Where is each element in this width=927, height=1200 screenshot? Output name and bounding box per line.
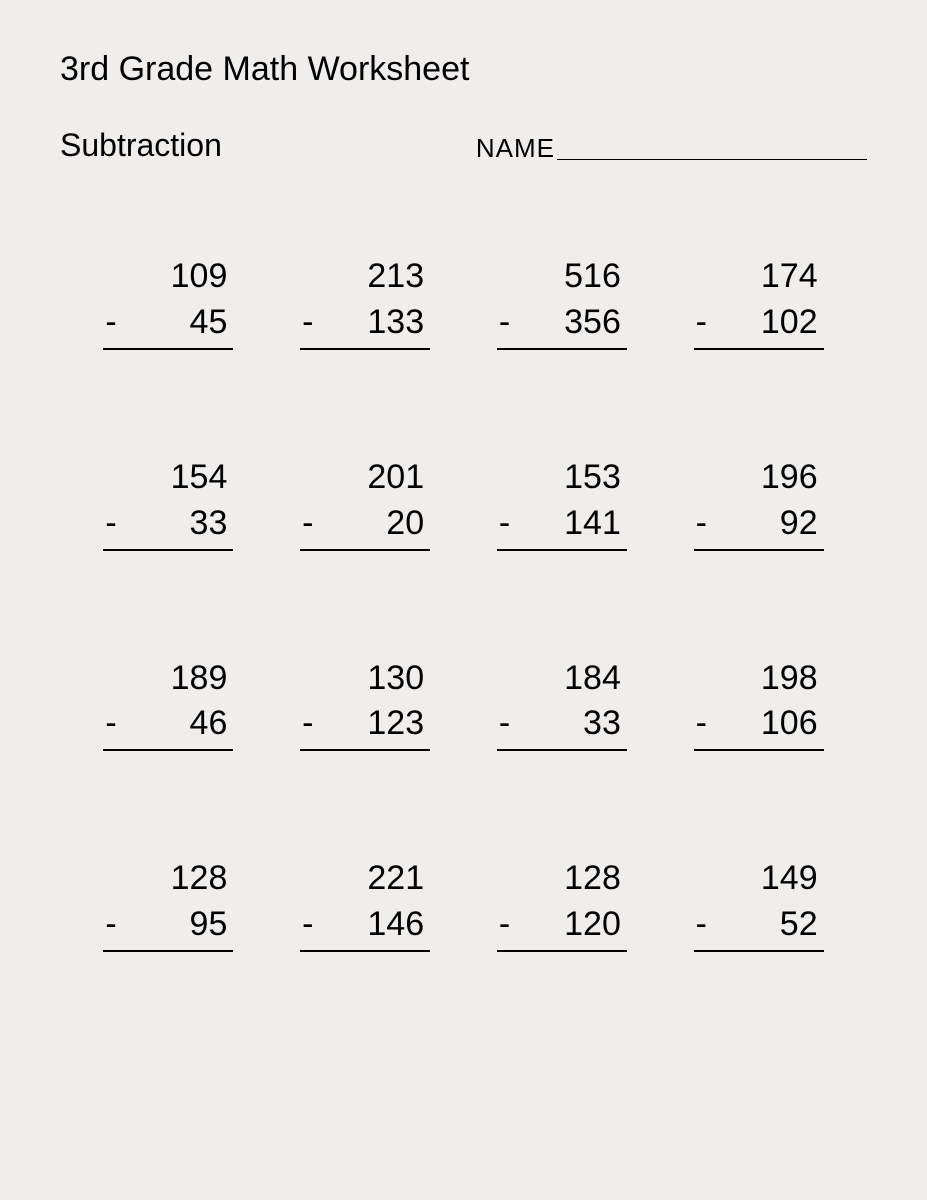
minus-operator: - [694, 501, 707, 547]
subtraction-problem: 128- 120 [497, 856, 627, 952]
subtraction-problem: 201- 20 [300, 455, 430, 551]
subtraction-problem: 153- 141 [497, 455, 627, 551]
subtrahend-row: - 46 [103, 701, 233, 751]
name-label: NAME [476, 133, 555, 164]
subtraction-problem: 128- 95 [103, 856, 233, 952]
minus-operator: - [694, 902, 707, 948]
subtraction-problem: 198- 106 [694, 656, 824, 752]
subtrahend: 46 [190, 701, 228, 747]
subtrahend-row: - 52 [694, 902, 824, 952]
minus-operator: - [300, 701, 313, 747]
minuend: 184 [497, 656, 627, 702]
minuend: 149 [694, 856, 824, 902]
minus-operator: - [497, 701, 510, 747]
subtrahend-row: - 92 [694, 501, 824, 551]
subtrahend-row: - 45 [103, 300, 233, 350]
minuend: 196 [694, 455, 824, 501]
minuend: 154 [103, 455, 233, 501]
subtraction-problem: 149- 52 [694, 856, 824, 952]
minus-operator: - [103, 300, 116, 346]
minuend: 130 [300, 656, 430, 702]
problems-grid: 109-45213-133516-356174-102154-33201-201… [60, 254, 867, 952]
subtrahend: 123 [367, 701, 424, 747]
subtraction-problem: 213- 133 [300, 254, 430, 350]
subheader-row: Subtraction NAME [60, 127, 867, 164]
subtrahend-row: - 102 [694, 300, 824, 350]
subtraction-problem: 154- 33 [103, 455, 233, 551]
subtrahend: 133 [367, 300, 424, 346]
subtrahend: 45 [190, 300, 228, 346]
minus-operator: - [497, 902, 510, 948]
minuend: 189 [103, 656, 233, 702]
subtraction-problem: 109- 45 [103, 254, 233, 350]
minuend: 201 [300, 455, 430, 501]
subtraction-problem: 189- 46 [103, 656, 233, 752]
subtrahend-row: - 123 [300, 701, 430, 751]
subtraction-problem: 516- 356 [497, 254, 627, 350]
subtrahend: 95 [190, 902, 228, 948]
name-section: NAME [476, 133, 867, 164]
minuend: 128 [103, 856, 233, 902]
subtrahend-row: - 133 [300, 300, 430, 350]
subtrahend-row: - 33 [103, 501, 233, 551]
minuend: 109 [103, 254, 233, 300]
subtrahend-row: - 106 [694, 701, 824, 751]
subtrahend: 146 [367, 902, 424, 948]
minus-operator: - [103, 902, 116, 948]
subtrahend: 92 [780, 501, 818, 547]
subtrahend-row: - 141 [497, 501, 627, 551]
worksheet-title: 3rd Grade Math Worksheet [60, 50, 867, 89]
minus-operator: - [103, 501, 116, 547]
subtrahend: 106 [761, 701, 818, 747]
subtrahend-row: - 33 [497, 701, 627, 751]
subtrahend-row: - 146 [300, 902, 430, 952]
worksheet-subtitle: Subtraction [60, 127, 222, 164]
name-input-line[interactable] [557, 159, 867, 160]
minus-operator: - [103, 701, 116, 747]
subtrahend: 33 [190, 501, 228, 547]
minuend: 174 [694, 254, 824, 300]
subtrahend: 33 [583, 701, 621, 747]
subtrahend: 20 [386, 501, 424, 547]
minus-operator: - [497, 300, 510, 346]
minus-operator: - [694, 300, 707, 346]
minuend: 516 [497, 254, 627, 300]
subtrahend: 52 [780, 902, 818, 948]
subtrahend-row: - 120 [497, 902, 627, 952]
subtrahend-row: - 20 [300, 501, 430, 551]
minuend: 221 [300, 856, 430, 902]
subtrahend: 102 [761, 300, 818, 346]
minus-operator: - [300, 300, 313, 346]
subtraction-problem: 184- 33 [497, 656, 627, 752]
minuend: 198 [694, 656, 824, 702]
minus-operator: - [300, 501, 313, 547]
minus-operator: - [300, 902, 313, 948]
subtrahend-row: - 95 [103, 902, 233, 952]
subtrahend: 141 [564, 501, 621, 547]
subtrahend: 356 [564, 300, 621, 346]
subtraction-problem: 174- 102 [694, 254, 824, 350]
minus-operator: - [497, 501, 510, 547]
subtrahend: 120 [564, 902, 621, 948]
subtraction-problem: 221- 146 [300, 856, 430, 952]
subtraction-problem: 130- 123 [300, 656, 430, 752]
minuend: 153 [497, 455, 627, 501]
subtraction-problem: 196- 92 [694, 455, 824, 551]
minuend: 128 [497, 856, 627, 902]
subtrahend-row: - 356 [497, 300, 627, 350]
minuend: 213 [300, 254, 430, 300]
minus-operator: - [694, 701, 707, 747]
